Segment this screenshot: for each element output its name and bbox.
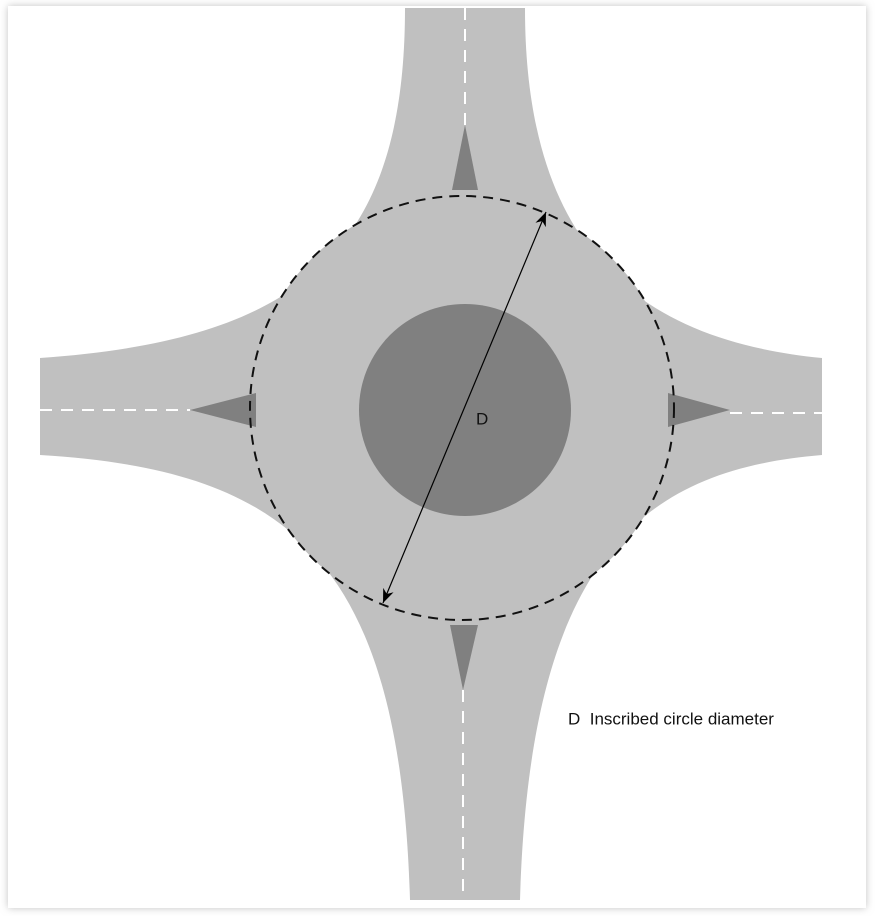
diameter-arrow xyxy=(382,211,547,604)
splitter-west xyxy=(190,393,256,427)
splitter-south xyxy=(450,625,478,690)
dimension-label: D xyxy=(476,409,488,428)
lane-lines xyxy=(40,8,822,900)
splitter-islands xyxy=(190,125,730,690)
legend: D Inscribed circle diameter xyxy=(568,709,774,728)
central-island xyxy=(359,304,571,516)
splitter-north xyxy=(452,125,478,190)
splitter-east xyxy=(668,393,730,427)
inscribed-circle xyxy=(249,195,675,621)
